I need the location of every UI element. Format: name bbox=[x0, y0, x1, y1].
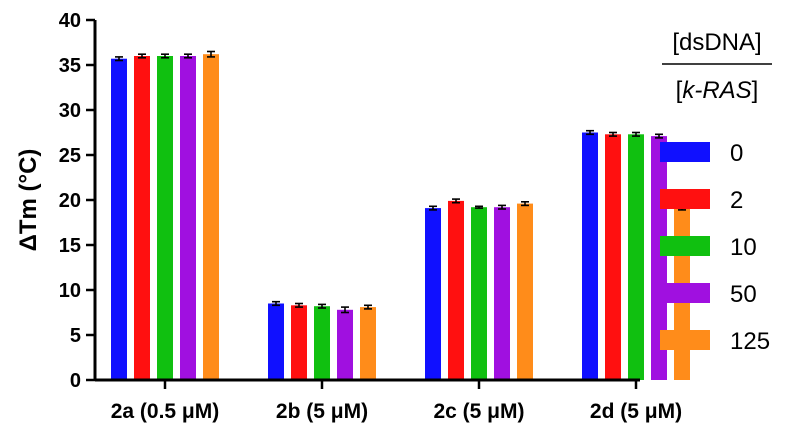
legend-item-125: 125 bbox=[660, 328, 770, 355]
error-bar-1-series-0 bbox=[115, 56, 123, 62]
bar-1-series-50 bbox=[180, 56, 196, 380]
bar-1-series-2 bbox=[134, 56, 150, 380]
bar-2-series-10 bbox=[314, 306, 330, 380]
error-bar-3-series-10 bbox=[475, 205, 483, 209]
error-bar-3-series-50 bbox=[498, 204, 506, 210]
x-tick-label-1: 2a (0.5 μM) bbox=[111, 400, 220, 423]
x-tick-label-2: 2b (5 μM) bbox=[276, 400, 368, 423]
legend-item-2: 2 bbox=[660, 187, 743, 214]
y-axis-label: ΔTm (°C) bbox=[15, 149, 42, 252]
bar-4-series-10 bbox=[628, 134, 644, 380]
y-tick-label-20: 20 bbox=[59, 190, 81, 212]
bar-3-series-2 bbox=[448, 200, 464, 380]
error-bar-4-series-10 bbox=[632, 131, 640, 137]
bar-2-series-0 bbox=[268, 303, 284, 380]
legend-label-2: 2 bbox=[730, 187, 743, 214]
y-tick-label-35: 35 bbox=[59, 55, 81, 77]
bar-1-series-125 bbox=[203, 54, 219, 380]
error-bar-2-series-125 bbox=[364, 304, 372, 310]
y-tick-label-0: 0 bbox=[70, 370, 81, 392]
legend-item-0: 0 bbox=[660, 140, 743, 167]
error-bar-1-series-125 bbox=[207, 50, 215, 58]
legend-item-10: 10 bbox=[660, 234, 757, 261]
legend-item-50: 50 bbox=[660, 281, 757, 308]
y-tick-label-15: 15 bbox=[59, 235, 81, 257]
axes-layer: 2a (0.5 μM) 2b (5 μM) 2c (5 μM) 2d (5 μM) 0 5… bbox=[15, 10, 682, 423]
legend-label-125: 125 bbox=[730, 328, 770, 355]
bar-2-series-125 bbox=[360, 307, 376, 380]
legend-label-50: 50 bbox=[730, 281, 757, 308]
legend-label-10: 10 bbox=[730, 234, 757, 261]
bar-4-series-2 bbox=[605, 134, 621, 380]
error-bar-2-series-10 bbox=[318, 303, 326, 309]
error-bar-2-series-50 bbox=[341, 306, 349, 314]
error-bar-1-series-2 bbox=[138, 53, 146, 59]
error-bar-2-series-2 bbox=[295, 302, 303, 308]
bars-layer bbox=[111, 50, 690, 380]
legend-swatch-2 bbox=[660, 189, 710, 209]
x-tick-label-3: 2c (5 μM) bbox=[433, 400, 524, 423]
y-tick-label-5: 5 bbox=[70, 325, 81, 347]
bar-1-series-0 bbox=[111, 58, 127, 380]
error-bar-3-series-2 bbox=[452, 198, 460, 204]
error-bar-2-series-0 bbox=[272, 300, 280, 307]
legend-label-0: 0 bbox=[730, 140, 743, 167]
legend-swatch-50 bbox=[660, 283, 710, 303]
y-tick-label-30: 30 bbox=[59, 100, 81, 122]
bar-4-series-0 bbox=[582, 132, 598, 380]
error-bar-3-series-0 bbox=[429, 205, 437, 211]
bar-2-series-50 bbox=[337, 309, 353, 380]
legend-title-numerator: [dsDNA] bbox=[672, 29, 761, 56]
error-bar-3-series-125 bbox=[521, 201, 529, 207]
legend-swatch-0 bbox=[660, 142, 710, 162]
y-tick-label-10: 10 bbox=[59, 280, 81, 302]
y-tick-label-25: 25 bbox=[59, 145, 81, 167]
y-tick-label-40: 40 bbox=[59, 10, 81, 32]
error-bar-4-series-2 bbox=[609, 131, 617, 137]
bar-3-series-125 bbox=[517, 203, 533, 380]
bar-1-series-10 bbox=[157, 56, 173, 380]
bar-3-series-0 bbox=[425, 208, 441, 380]
error-bar-4-series-50 bbox=[655, 133, 663, 139]
x-tick-label-4: 2d (5 μM) bbox=[590, 400, 682, 423]
legend-title-denominator: [k-RAS] bbox=[676, 77, 759, 104]
error-bar-4-series-0 bbox=[586, 129, 594, 136]
legend-swatch-10 bbox=[660, 236, 710, 256]
legend-swatch-125 bbox=[660, 330, 710, 350]
bar-3-series-50 bbox=[494, 207, 510, 380]
legend: [dsDNA] [k-RAS] 0 2 10 50 125 bbox=[660, 29, 772, 355]
error-bar-1-series-50 bbox=[184, 53, 192, 59]
bar-2-series-2 bbox=[291, 305, 307, 380]
error-bar-1-series-10 bbox=[161, 53, 169, 59]
bar-3-series-10 bbox=[471, 207, 487, 380]
